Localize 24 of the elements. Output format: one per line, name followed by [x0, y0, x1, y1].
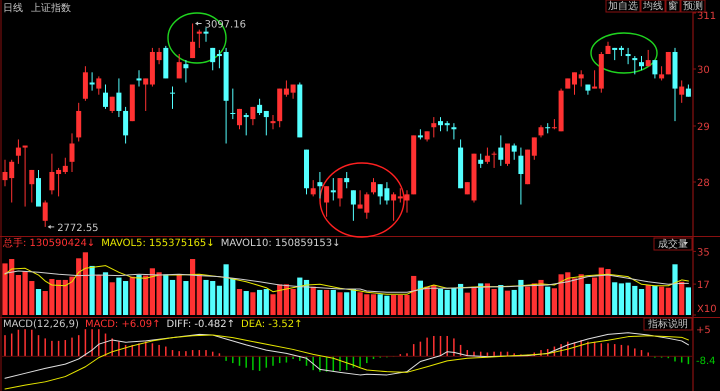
text: -8.4 [696, 356, 716, 367]
y-tick-label: X10 [697, 304, 717, 315]
annotation: DIFF: -0.482↑ [166, 319, 236, 330]
text: 311 [697, 11, 716, 22]
annotation: DEA: -3.52↑ [241, 319, 303, 330]
chart-title: 上证指数 [31, 2, 71, 14]
annotation: 2772.55 [57, 222, 99, 234]
chart-subtitle: 日线 [3, 2, 23, 14]
annotation: 指标说明 [647, 318, 688, 330]
y-tick-label: 35 [697, 247, 710, 258]
text: 28 [697, 178, 710, 189]
text: 加自选 [608, 0, 638, 12]
y-tick-label: 17 [697, 280, 710, 292]
text: 30 [697, 65, 710, 76]
text: +5 [696, 325, 711, 336]
text: MAVOL5: 155375165↓ [101, 238, 215, 249]
text: 均线 [642, 0, 663, 12]
annotation: MACD(12,26,9) [3, 319, 80, 330]
text: MAVOL10: 150859153↓ [220, 238, 341, 249]
text: 预测 [683, 0, 703, 12]
text: 29 [697, 122, 710, 133]
text: 总手: 130590424↓ [2, 237, 96, 249]
text: 窗 [668, 0, 678, 12]
annotation: MACD: +6.09↑ [84, 319, 160, 330]
